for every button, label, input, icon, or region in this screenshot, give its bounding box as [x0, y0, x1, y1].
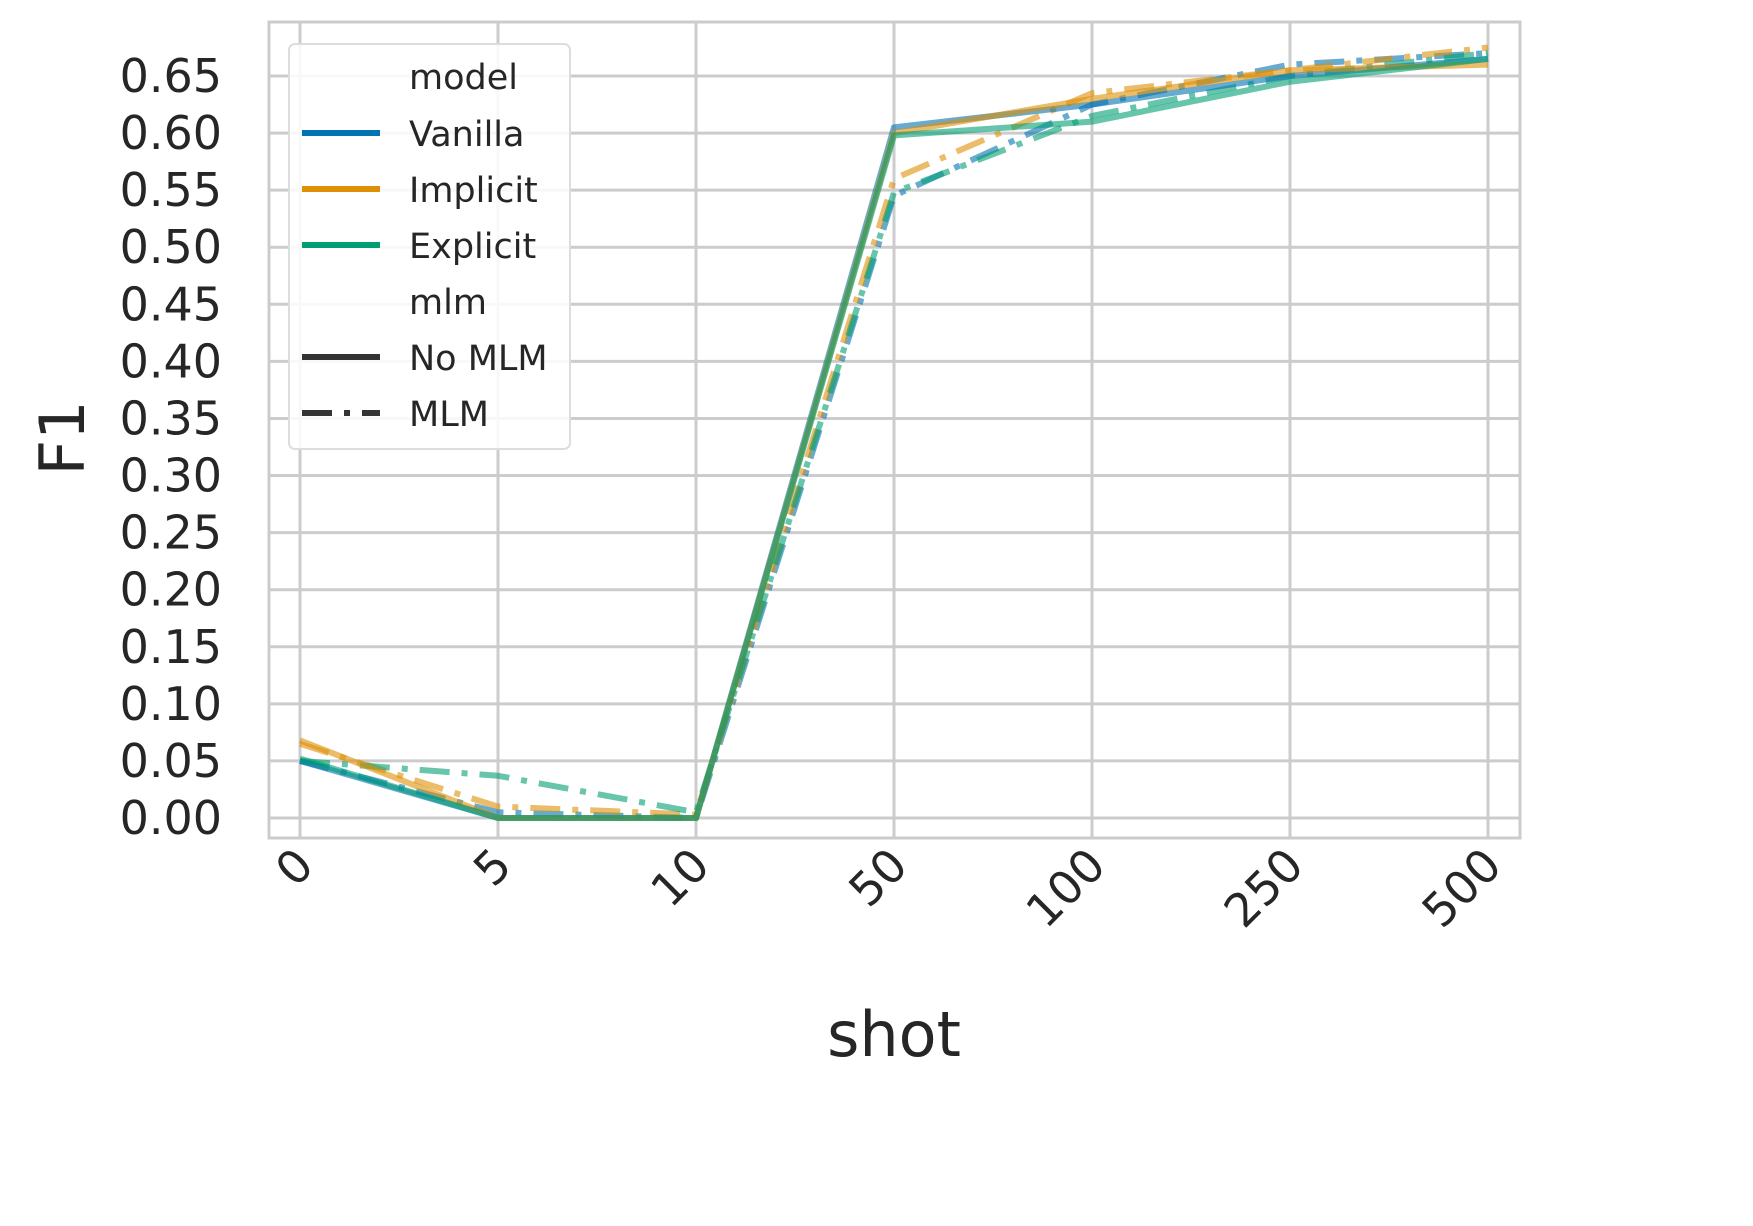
- y-tick-label: 0.65: [120, 49, 222, 103]
- legend-box: [288, 43, 571, 450]
- y-tick-label: 0.60: [120, 106, 222, 160]
- legend-label-vanilla: Vanilla: [409, 115, 524, 155]
- series-line-vanilla-mlm: [299, 50, 1489, 821]
- series-line-explicit-no-mlm: [299, 55, 1489, 821]
- x-tick-label: 10: [640, 838, 720, 918]
- line-chart: 0.000.050.100.150.200.250.300.350.400.45…: [26, 20, 1522, 1071]
- x-tick-label: 50: [838, 838, 918, 918]
- y-tick-labels: 0.000.050.100.150.200.250.300.350.400.45…: [120, 49, 222, 845]
- y-tick-label: 0.10: [120, 677, 222, 731]
- legend-style-title: mlm: [409, 283, 487, 323]
- y-axis-title: F1: [26, 400, 99, 475]
- y-tick-label: 0.20: [120, 563, 222, 617]
- x-tick-label: 100: [1016, 838, 1116, 938]
- legend-hue-title: model: [409, 58, 518, 98]
- legend-label-no-mlm: No MLM: [409, 339, 548, 379]
- y-tick-label: 0.35: [120, 391, 222, 445]
- y-tick-label: 0.45: [120, 277, 222, 331]
- series-lines: [298, 44, 1489, 821]
- y-tick-label: 0.30: [120, 449, 222, 503]
- x-tick-label: 500: [1412, 838, 1512, 938]
- x-tick-label: 5: [463, 838, 522, 897]
- y-tick-label: 0.15: [120, 620, 222, 674]
- x-axis-title: shot: [827, 998, 961, 1071]
- legend: model Vanilla Implicit Explicit mlm No M…: [288, 43, 571, 450]
- x-tick-label: 0: [265, 838, 324, 897]
- x-tick-label: 250: [1214, 838, 1314, 938]
- legend-label-explicit: Explicit: [409, 227, 536, 267]
- y-tick-label: 0.55: [120, 163, 222, 217]
- y-tick-label: 0.40: [120, 334, 222, 388]
- x-tick-labels: 0 5 10 50 100 250 500: [265, 838, 1512, 938]
- y-tick-label: 0.50: [120, 220, 222, 274]
- y-tick-label: 0.25: [120, 506, 222, 560]
- legend-label-mlm: MLM: [409, 395, 489, 435]
- y-tick-label: 0.05: [120, 734, 222, 788]
- legend-label-implicit: Implicit: [409, 171, 538, 211]
- y-tick-label: 0.00: [120, 791, 222, 845]
